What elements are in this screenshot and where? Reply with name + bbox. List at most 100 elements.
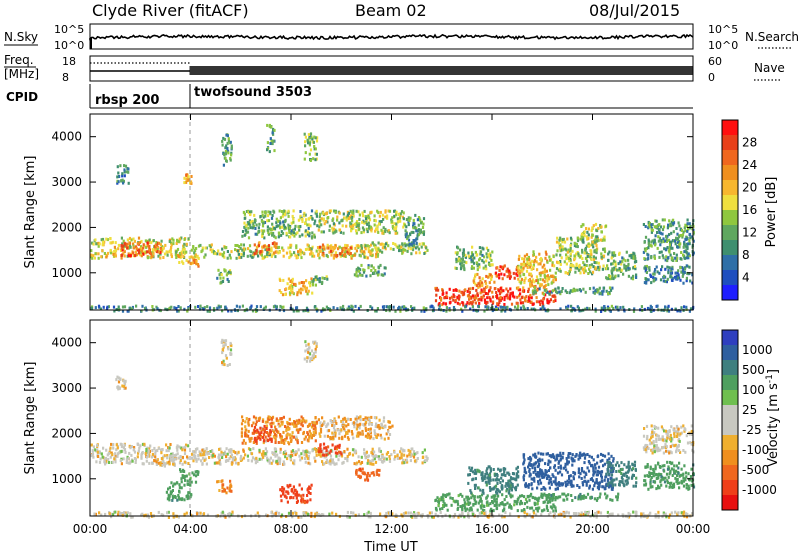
range-cell bbox=[689, 307, 693, 311]
range-cell bbox=[204, 253, 207, 257]
range-cell bbox=[203, 306, 206, 310]
range-cell bbox=[175, 256, 178, 259]
range-cell bbox=[481, 290, 484, 294]
range-cell bbox=[357, 455, 360, 459]
range-cell bbox=[362, 268, 365, 272]
range-cell bbox=[374, 229, 377, 233]
range-cell bbox=[533, 286, 536, 290]
range-cell bbox=[273, 128, 276, 132]
range-cell bbox=[389, 425, 392, 429]
range-cell bbox=[529, 272, 533, 276]
range-cell bbox=[370, 415, 373, 419]
range-cell bbox=[143, 442, 146, 446]
range-cell bbox=[231, 458, 234, 462]
range-cell bbox=[242, 252, 245, 255]
range-cell bbox=[476, 253, 479, 257]
range-cell bbox=[283, 462, 286, 466]
range-cell bbox=[333, 447, 337, 451]
range-cell bbox=[307, 133, 310, 137]
range-cell bbox=[598, 265, 601, 269]
range-cell bbox=[137, 451, 140, 455]
range-cell bbox=[173, 454, 176, 457]
range-cell bbox=[208, 451, 211, 455]
range-cell bbox=[273, 226, 276, 230]
range-cell bbox=[271, 222, 274, 226]
range-cell bbox=[276, 462, 279, 466]
range-cell bbox=[392, 305, 395, 309]
range-cell bbox=[518, 254, 521, 258]
range-cell bbox=[683, 256, 686, 260]
range-cell bbox=[395, 222, 398, 226]
range-cell bbox=[653, 272, 656, 276]
range-cell bbox=[107, 457, 110, 461]
range-cell bbox=[201, 448, 204, 452]
range-cell bbox=[365, 217, 368, 221]
range-cell bbox=[255, 420, 258, 424]
range-cell bbox=[120, 443, 123, 447]
range-cell bbox=[503, 295, 506, 299]
range-cell bbox=[180, 250, 183, 254]
range-cell bbox=[470, 251, 474, 255]
range-cell bbox=[187, 462, 190, 465]
range-cell bbox=[652, 278, 656, 282]
range-cell bbox=[224, 152, 228, 156]
range-cell bbox=[355, 225, 358, 228]
range-cell bbox=[351, 219, 354, 223]
range-cell bbox=[378, 214, 381, 218]
range-cell bbox=[280, 499, 283, 503]
range-cell bbox=[329, 248, 332, 252]
range-cell bbox=[658, 236, 661, 240]
range-cell bbox=[244, 247, 247, 251]
range-cell bbox=[518, 288, 522, 292]
range-cell bbox=[304, 140, 307, 144]
range-cell bbox=[528, 299, 531, 303]
range-cell bbox=[157, 446, 161, 450]
range-cell bbox=[221, 254, 224, 258]
range-cell bbox=[289, 436, 292, 440]
range-cell bbox=[298, 483, 301, 487]
range-cell bbox=[120, 254, 123, 257]
range-cell bbox=[466, 301, 469, 305]
range-cell bbox=[677, 221, 680, 225]
range-cell bbox=[491, 295, 495, 299]
range-cell bbox=[275, 419, 278, 422]
range-cell bbox=[283, 213, 287, 216]
range-cell bbox=[347, 429, 351, 433]
range-cell bbox=[151, 452, 154, 456]
range-cell bbox=[246, 254, 249, 258]
range-cell bbox=[115, 448, 118, 452]
range-cell bbox=[293, 227, 296, 231]
range-cell bbox=[307, 439, 310, 443]
range-cell bbox=[302, 417, 305, 421]
range-cell bbox=[675, 227, 678, 230]
range-cell bbox=[189, 180, 193, 184]
range-cell bbox=[627, 266, 630, 270]
range-cell bbox=[350, 229, 353, 233]
range-cell bbox=[333, 423, 336, 427]
range-cell bbox=[664, 258, 667, 262]
range-cell bbox=[670, 267, 673, 271]
range-cell bbox=[557, 286, 560, 290]
range-cell bbox=[402, 461, 405, 465]
range-cell bbox=[210, 243, 213, 247]
range-cell bbox=[383, 266, 386, 270]
range-cell bbox=[212, 307, 216, 311]
range-cell bbox=[265, 424, 268, 428]
range-cell bbox=[286, 490, 289, 494]
range-cell bbox=[308, 435, 311, 439]
range-cell bbox=[240, 252, 243, 256]
range-cell bbox=[594, 309, 597, 313]
range-cell bbox=[286, 500, 289, 504]
range-cell bbox=[355, 244, 358, 248]
range-cell bbox=[285, 426, 288, 430]
range-cell bbox=[553, 264, 556, 268]
range-cell bbox=[535, 275, 539, 279]
range-cell bbox=[266, 458, 269, 462]
range-cell bbox=[482, 260, 485, 264]
range-cell bbox=[630, 276, 633, 280]
range-cell bbox=[106, 251, 110, 255]
range-cell bbox=[303, 453, 306, 457]
range-cell bbox=[366, 230, 369, 234]
range-cell bbox=[347, 423, 350, 427]
range-cell bbox=[216, 276, 219, 280]
